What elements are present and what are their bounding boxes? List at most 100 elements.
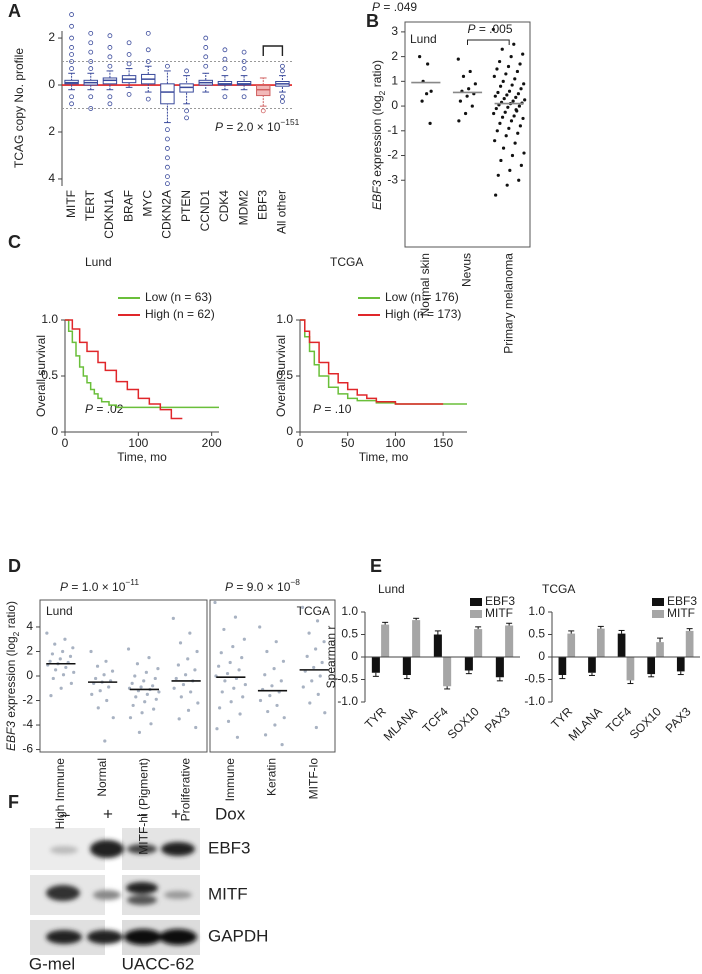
legend-label: MITF xyxy=(667,606,695,620)
point xyxy=(145,692,149,696)
point xyxy=(95,664,100,668)
bar xyxy=(596,628,605,657)
x-tick-label: 100 xyxy=(385,436,405,450)
point xyxy=(312,665,316,670)
outlier xyxy=(165,174,170,180)
point xyxy=(151,684,155,688)
x-tick-label: CDKN1A xyxy=(102,190,116,239)
point xyxy=(71,646,75,650)
point xyxy=(495,129,499,133)
point xyxy=(242,637,246,641)
point xyxy=(152,707,156,711)
point xyxy=(519,163,523,168)
point xyxy=(104,659,108,663)
point xyxy=(69,681,73,685)
y-tick-label: 0 xyxy=(351,649,358,663)
point xyxy=(258,625,262,629)
text-part: −11 xyxy=(125,577,139,587)
point xyxy=(140,711,144,715)
point xyxy=(510,153,515,158)
bar xyxy=(617,633,626,657)
outlier xyxy=(280,99,285,104)
y-tick-label: 0.5 xyxy=(276,368,293,382)
point xyxy=(517,178,521,182)
x-tick-label: MLANA xyxy=(381,704,420,743)
treatment-label: Dox xyxy=(215,804,246,823)
outlier xyxy=(145,96,151,102)
point xyxy=(183,673,188,677)
point xyxy=(258,698,263,703)
x-tick-label: SOX10 xyxy=(445,704,482,741)
x-tick-label: 100 xyxy=(128,436,148,450)
point xyxy=(72,670,76,674)
point xyxy=(496,173,500,177)
x-tick-label: 150 xyxy=(433,436,453,450)
point xyxy=(504,72,508,76)
legend-label: Low (n = 63) xyxy=(145,290,212,304)
chart-title: Lund xyxy=(85,255,112,269)
bar xyxy=(495,657,504,678)
point xyxy=(510,83,514,87)
point xyxy=(516,92,521,96)
point xyxy=(322,640,326,644)
text-part: P xyxy=(215,120,223,134)
cell-line-label: UACC-62 xyxy=(122,954,195,973)
point xyxy=(516,131,520,135)
annotation: P = .049 xyxy=(372,0,417,14)
point xyxy=(102,673,106,677)
x-tick-label: High Immune xyxy=(53,758,67,830)
y-tick-label: 3 xyxy=(391,24,398,38)
point xyxy=(275,703,279,708)
point xyxy=(522,151,526,155)
outlier xyxy=(280,63,285,69)
lane-label: + xyxy=(103,804,113,823)
point xyxy=(465,94,469,98)
text-part: ratio) xyxy=(4,601,18,632)
point xyxy=(223,679,227,683)
point xyxy=(315,619,320,623)
point xyxy=(238,712,242,716)
x-tick-label: TYR xyxy=(362,704,389,731)
outlier xyxy=(69,66,74,71)
point xyxy=(195,649,199,654)
point xyxy=(473,82,477,86)
point xyxy=(50,652,55,656)
point xyxy=(149,722,153,726)
point xyxy=(126,647,131,651)
frame xyxy=(39,599,208,753)
bar xyxy=(567,633,576,657)
bar xyxy=(381,624,390,657)
y-tick-label: 0.5 xyxy=(341,627,358,641)
outlier xyxy=(165,155,170,161)
annotation: P = 1.0 × 10−11 xyxy=(60,577,139,594)
y-tick-label: -4 xyxy=(22,717,33,731)
bar xyxy=(626,657,635,681)
text-part: P xyxy=(60,580,68,594)
point xyxy=(515,69,520,74)
point xyxy=(521,52,525,56)
legend-label: High (n = 62) xyxy=(145,307,215,321)
point xyxy=(130,681,134,685)
x-tick-label: PAX3 xyxy=(663,704,694,735)
point xyxy=(218,706,222,710)
outlier xyxy=(165,63,170,69)
point xyxy=(507,89,512,93)
point xyxy=(418,55,422,59)
point xyxy=(458,99,463,103)
survival-curve xyxy=(300,319,444,405)
bar xyxy=(558,657,567,675)
legend-swatch xyxy=(652,598,664,606)
legend-label: MITF xyxy=(485,606,513,620)
point xyxy=(470,104,474,108)
point xyxy=(237,668,241,672)
point xyxy=(519,87,523,91)
point xyxy=(48,659,52,663)
band xyxy=(127,895,157,905)
x-tick-label: 50 xyxy=(341,436,355,450)
point xyxy=(498,59,502,64)
text-part: expression (log xyxy=(370,95,384,180)
annotation: P = .02 xyxy=(85,402,124,416)
x-tick-label: PAX3 xyxy=(482,704,513,735)
band xyxy=(127,844,157,854)
